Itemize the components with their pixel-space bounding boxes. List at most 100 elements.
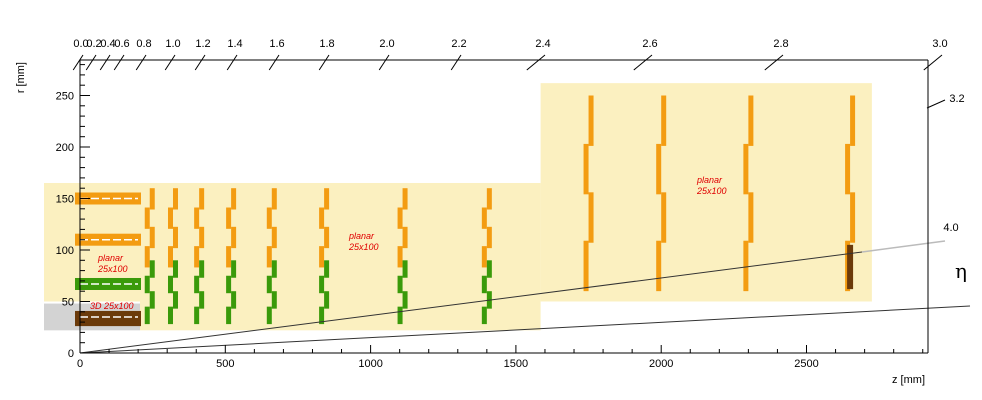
regions-layer bbox=[44, 83, 872, 331]
outer-disk-2 bbox=[661, 192, 667, 243]
eta-tick bbox=[135, 54, 147, 71]
endcap-disk-2-inner bbox=[167, 275, 173, 294]
modules-layer bbox=[75, 95, 856, 327]
endcap-disk-7-outer bbox=[402, 226, 408, 249]
outer-disk-4-inner bbox=[847, 244, 854, 290]
eta-tick-label: 2.4 bbox=[535, 38, 550, 50]
endcap-disk-2-outer bbox=[167, 246, 173, 268]
x-tick-label: 500 bbox=[216, 358, 234, 370]
endcap-disk-5-outer bbox=[271, 188, 277, 210]
outer-disk-3 bbox=[743, 240, 749, 292]
outer-disk-1 bbox=[583, 240, 589, 292]
endcap-disk-6-inner bbox=[324, 291, 330, 309]
endcap-disk-8-outer bbox=[486, 188, 492, 210]
endcap-disk-8-inner bbox=[481, 306, 487, 325]
eta-tick-label: 3.2 bbox=[949, 93, 964, 105]
endcap-disk-3-outer bbox=[199, 226, 205, 249]
y-tick-label: 250 bbox=[56, 91, 74, 103]
outer-disk-3 bbox=[748, 95, 754, 146]
outer-planar-region bbox=[540, 83, 872, 302]
endcap-disk-2-inner bbox=[172, 260, 178, 278]
eta-tick bbox=[378, 54, 390, 71]
eta-tick-label: 0.8 bbox=[136, 38, 151, 50]
eta-tick bbox=[194, 54, 206, 71]
y-tick-label: 0 bbox=[68, 348, 74, 360]
endcap-disk-4-inner bbox=[231, 291, 237, 309]
y-tick-label: 150 bbox=[56, 194, 74, 206]
endcap-disk-1-inner bbox=[144, 275, 150, 294]
eta-tick-label: 3.0 bbox=[932, 38, 947, 50]
endcap-disk-8-inner bbox=[481, 275, 487, 294]
eta-tick-label: 1.0 bbox=[165, 38, 180, 50]
eta-tick-label: 2.0 bbox=[379, 38, 394, 50]
endcap-disk-4-inner bbox=[231, 260, 237, 278]
eta-tick-label: 1.4 bbox=[227, 38, 242, 50]
endcap-disk-3-inner bbox=[199, 291, 205, 309]
endcap-disk-3-outer bbox=[194, 207, 200, 229]
y-tick-label: 100 bbox=[56, 245, 74, 257]
endcap-disk-5-outer bbox=[266, 246, 272, 268]
eta-tick bbox=[633, 54, 653, 71]
endcap-disk-2-outer bbox=[167, 207, 173, 229]
eta-tick-label: 1.2 bbox=[195, 38, 210, 50]
outer-disk-2 bbox=[656, 143, 662, 195]
endcap-disk-1-outer bbox=[144, 207, 150, 229]
endcap-disk-8-outer bbox=[481, 246, 487, 268]
eta-tick-label: 2.2 bbox=[451, 38, 466, 50]
endcap-disk-5-inner bbox=[266, 275, 272, 294]
label-middle-planar: planar 25x100 bbox=[348, 231, 379, 252]
eta-tick-label: 2.8 bbox=[773, 38, 788, 50]
eta-tick-label: 2.6 bbox=[642, 38, 657, 50]
endcap-region bbox=[140, 183, 541, 331]
endcap-disk-6-inner bbox=[319, 275, 325, 294]
endcap-disk-4-outer bbox=[231, 226, 237, 249]
x-tick-label: 2500 bbox=[794, 358, 818, 370]
eta-tick bbox=[226, 54, 238, 71]
eta-lines-layer bbox=[79, 240, 971, 354]
endcap-disk-7-inner bbox=[402, 260, 408, 278]
eta-tick bbox=[85, 54, 97, 71]
eta-tick bbox=[923, 54, 943, 71]
endcap-disk-7-outer bbox=[397, 207, 403, 229]
eta-tick-label: 0.2 bbox=[86, 38, 101, 50]
eta-line-5 bbox=[79, 305, 971, 354]
endcap-disk-4-outer bbox=[226, 246, 232, 268]
y-tick-label: 50 bbox=[62, 297, 74, 309]
outer-disk-4 bbox=[850, 95, 856, 146]
endcap-disk-8-inner bbox=[486, 260, 492, 278]
endcap-disk-4-inner bbox=[226, 306, 232, 325]
eta-tick-label: 1.6 bbox=[269, 38, 284, 50]
endcap-disk-2-inner bbox=[172, 291, 178, 309]
endcap-disk-7-outer bbox=[402, 188, 408, 210]
eta-tick-label: 0.4 bbox=[100, 38, 115, 50]
barrel-layer-3d-b bbox=[75, 318, 141, 327]
endcap-disk-7-inner bbox=[397, 306, 403, 325]
outer-disk-3 bbox=[743, 143, 749, 195]
eta-tick bbox=[450, 54, 462, 71]
outer-disk-2 bbox=[661, 95, 667, 146]
endcap-disk-6-outer bbox=[319, 246, 325, 268]
outer-disk-1 bbox=[588, 95, 594, 146]
endcap-disk-7-inner bbox=[397, 275, 403, 294]
label-3d: 3D 25x100 bbox=[90, 301, 134, 311]
endcap-disk-3-inner bbox=[194, 275, 200, 294]
eta-tick-label: 1.8 bbox=[319, 38, 334, 50]
eta-tick bbox=[318, 54, 330, 71]
endcap-disk-6-inner bbox=[324, 260, 330, 278]
eta-tick-label: 4.0 bbox=[943, 222, 958, 234]
eta-tick bbox=[113, 54, 125, 71]
endcap-disk-5-outer bbox=[271, 226, 277, 249]
x-tick-label: 1500 bbox=[504, 358, 528, 370]
endcap-disk-5-inner bbox=[271, 291, 277, 309]
outer-disk-2 bbox=[656, 240, 662, 292]
endcap-disk-6-outer bbox=[324, 188, 330, 210]
endcap-disk-1-outer bbox=[149, 226, 155, 249]
endcap-disk-5-inner bbox=[266, 306, 272, 325]
endcap-disk-8-outer bbox=[486, 226, 492, 249]
y-axis-title: r [mm] bbox=[15, 62, 27, 93]
endcap-disk-1-outer bbox=[149, 188, 155, 210]
labels-layer: planar 25x100 planar 25x100 planar 25x100 3D 2… bbox=[90, 175, 727, 311]
outer-disk-1 bbox=[583, 143, 589, 195]
eta-line-4-ext bbox=[861, 240, 946, 253]
x-tick-label: 1000 bbox=[358, 358, 382, 370]
